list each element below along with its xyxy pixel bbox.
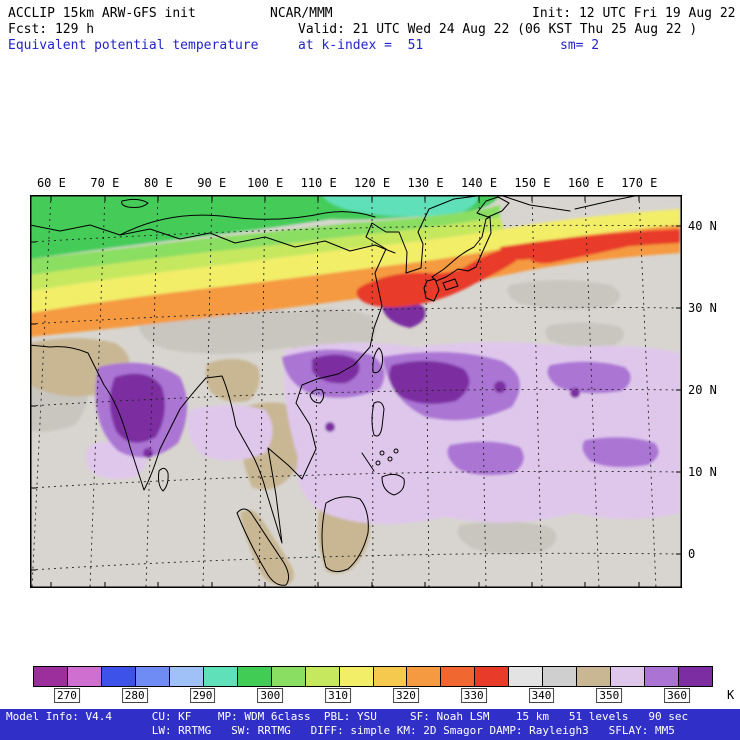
- colorbar-cell: [679, 667, 713, 686]
- colorbar-cell: [203, 667, 238, 686]
- colorbar-cell: [67, 667, 102, 686]
- colorbar-tick: 360: [664, 688, 691, 703]
- lon-label: 80 E: [143, 176, 173, 190]
- colorbar-cell: [169, 667, 204, 686]
- colorbar-unit: K: [727, 688, 735, 702]
- colorbar-cell: [135, 667, 170, 686]
- map-panel: [30, 195, 682, 588]
- colorbar-tick: 320: [392, 688, 419, 703]
- map-frame: [30, 195, 682, 588]
- lon-label: 120 E: [354, 176, 391, 190]
- colorbar-cell: [645, 667, 680, 686]
- model-info-line2: LW: RRTMG SW: RRTMG DIFF: simple KM: 2D …: [6, 724, 675, 737]
- colorbar-cell: [101, 667, 136, 686]
- init-time: Init: 12 UTC Fri 19 Aug 22: [532, 6, 736, 21]
- colorbar-tick: 330: [460, 688, 487, 703]
- level-label: at k-index = 51: [298, 38, 424, 53]
- colorbar-tick: 270: [53, 688, 80, 703]
- colorbar-cell: [339, 667, 374, 686]
- lon-label: 90 E: [197, 176, 227, 190]
- colorbar-cell: [611, 667, 646, 686]
- colorbar: [33, 666, 713, 687]
- model-info-bar: Model Info: V4.4 CU: KF MP: WDM 6class P…: [0, 709, 740, 740]
- lat-label-col: 40 N 30 N 20 N 10 N 0: [688, 195, 738, 588]
- colorbar-tick: 300: [257, 688, 284, 703]
- forecast-hour: Fcst: 129 h: [8, 22, 95, 37]
- lon-label: 110 E: [300, 176, 337, 190]
- colorbar-cell: [441, 667, 476, 686]
- colorbar-cell: [577, 667, 612, 686]
- colorbar-tick: 280: [121, 688, 148, 703]
- colorbar-tick: 310: [325, 688, 352, 703]
- lon-label: 170 E: [621, 176, 658, 190]
- lon-label-row: 60 E 70 E 80 E 90 E 100 E 110 E 120 E 130 E 140 …: [30, 176, 682, 192]
- lon-label: 60 E: [36, 176, 66, 190]
- lat-label: 0: [688, 547, 696, 561]
- lon-label: 150 E: [514, 176, 551, 190]
- colorbar-cell: [475, 667, 510, 686]
- colorbar-cell: [237, 667, 272, 686]
- org-label: NCAR/MMM: [270, 6, 333, 21]
- model-title: ACCLIP 15km ARW-GFS init: [8, 6, 196, 21]
- lat-label: 40 N: [688, 219, 717, 233]
- colorbar-cell: [305, 667, 340, 686]
- colorbar-cell: [509, 667, 544, 686]
- lon-label: 140 E: [460, 176, 498, 190]
- colorbar-tick: 290: [189, 688, 216, 703]
- smoothing-label: sm= 2: [560, 38, 600, 53]
- lon-label: 160 E: [567, 176, 604, 190]
- colorbar-cell: [271, 667, 306, 686]
- colorbar-cell: [407, 667, 442, 686]
- map-canvas: [30, 195, 682, 588]
- colorbar-cell: [373, 667, 408, 686]
- coastlines: [30, 195, 641, 586]
- field-name: Equivalent potential temperature: [8, 38, 259, 53]
- colorbar-cell: [543, 667, 578, 686]
- lat-label: 20 N: [688, 383, 717, 397]
- colorbar-tick: 340: [528, 688, 555, 703]
- lon-label: 100 E: [247, 176, 284, 190]
- colorbar-tick: 350: [596, 688, 623, 703]
- lat-label: 30 N: [688, 301, 717, 315]
- valid-time: Valid: 21 UTC Wed 24 Aug 22 (06 KST Thu …: [298, 22, 698, 37]
- model-info-line1: Model Info: V4.4 CU: KF MP: WDM 6class P…: [6, 710, 689, 723]
- lon-label: 130 E: [407, 176, 444, 190]
- colorbar-ticks: K 270 280 290 300 310 320 330 340 350 360: [33, 688, 735, 704]
- lat-label: 10 N: [688, 465, 717, 479]
- colorbar-cell: [34, 667, 68, 686]
- lon-label: 70 E: [90, 176, 120, 190]
- theta-e-field: [30, 195, 682, 588]
